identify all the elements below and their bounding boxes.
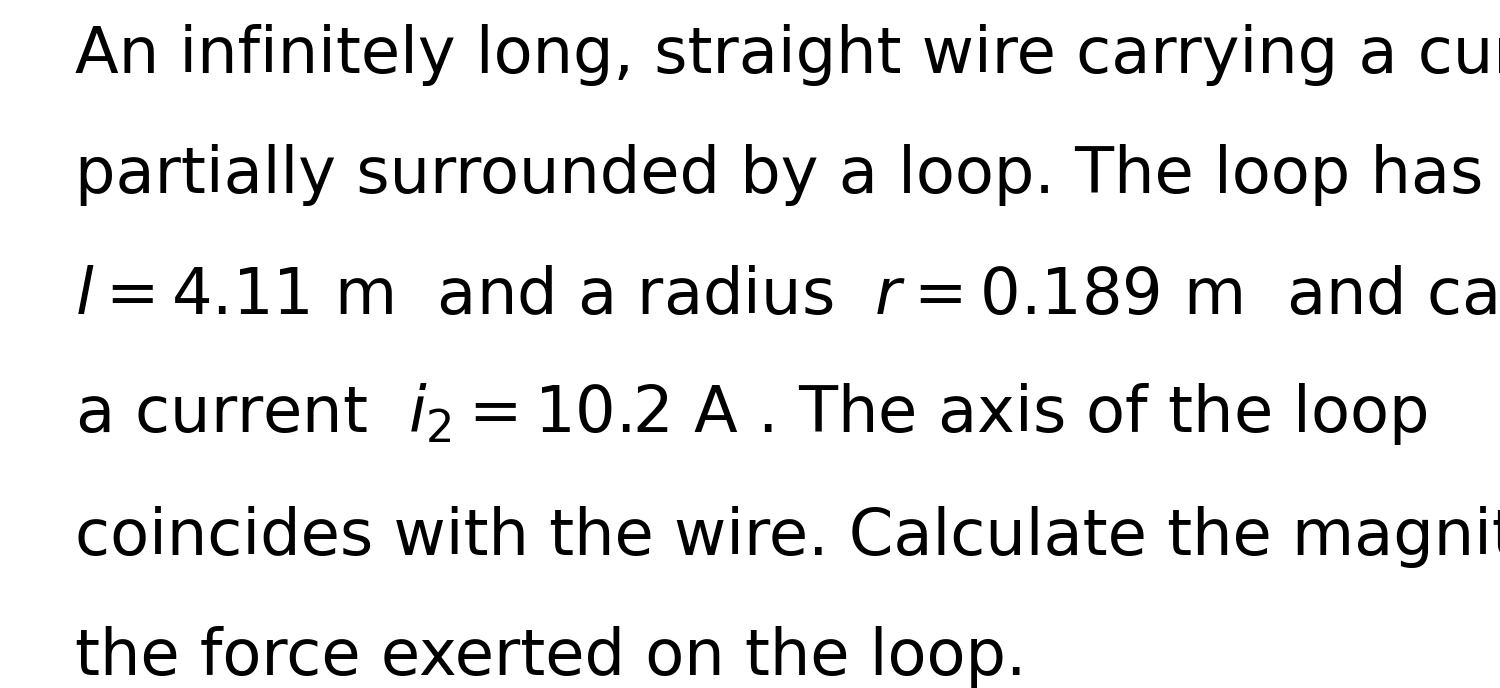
Text: partially surrounded by a loop. The loop has a length: partially surrounded by a loop. The loop… [75,144,1500,206]
Text: coincides with the wire. Calculate the magnitude of: coincides with the wire. Calculate the m… [75,506,1500,568]
Text: a current  $i_2 = 10.2\ \mathrm{A}$ . The axis of the loop: a current $i_2 = 10.2\ \mathrm{A}$ . The… [75,381,1428,447]
Text: the force exerted on the loop.: the force exerted on the loop. [75,626,1026,688]
Text: $l = 4.11\ \mathrm{m}$  and a radius  $r = 0.189\ \mathrm{m}$  and carries: $l = 4.11\ \mathrm{m}$ and a radius $r =… [75,265,1500,327]
Text: An infinitely long, straight wire carrying a current is: An infinitely long, straight wire carryi… [75,24,1500,86]
